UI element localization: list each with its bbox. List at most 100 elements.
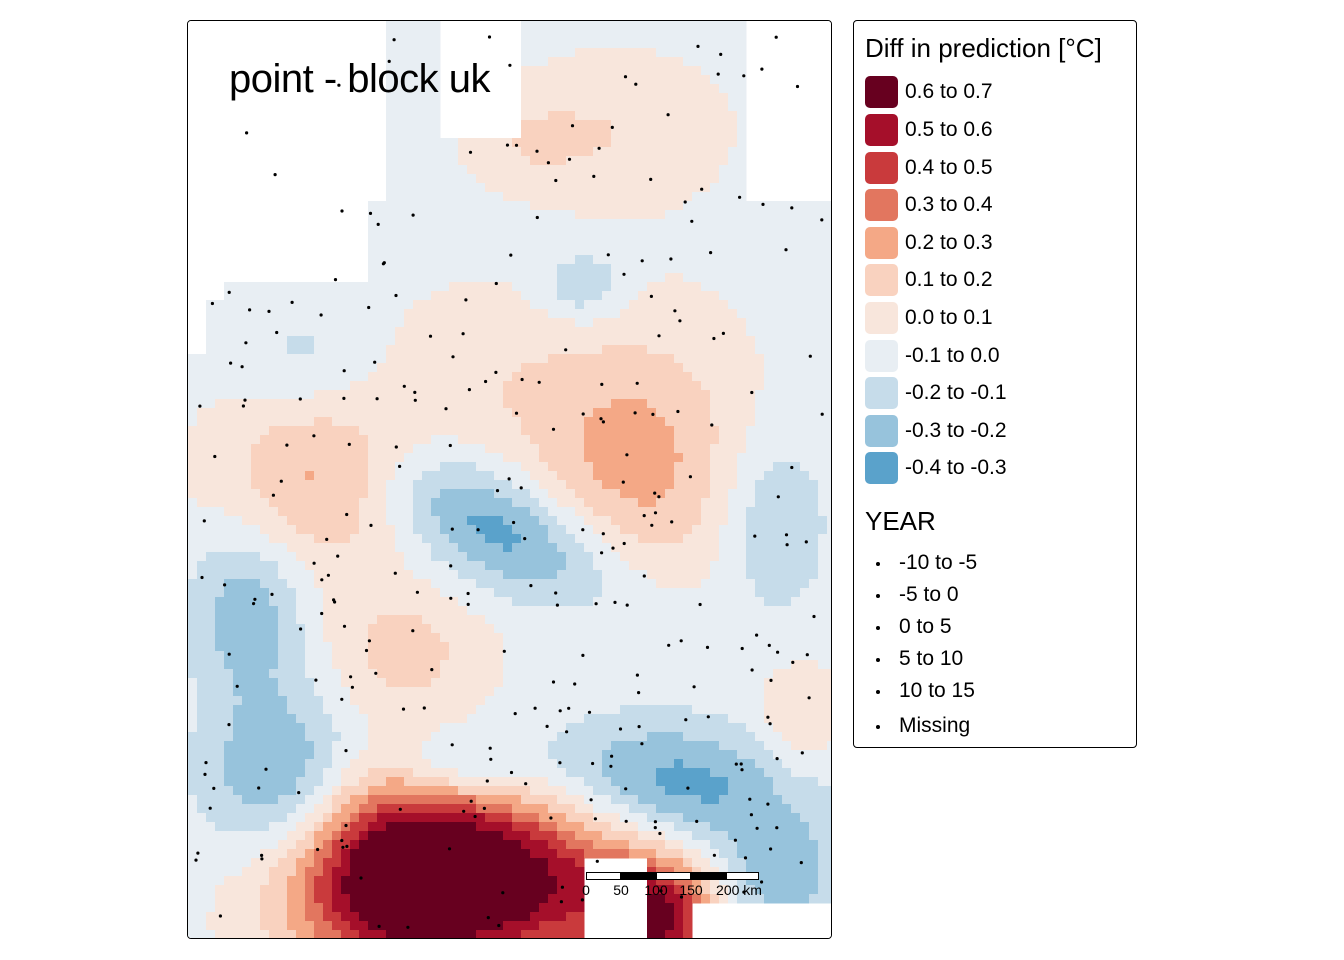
raster-cell [224,759,234,769]
raster-cell [629,246,639,256]
raster-cell [800,300,810,310]
raster-cell [737,381,747,391]
raster-cell [458,705,468,715]
raster-cell [818,399,828,409]
raster-cell [467,723,477,733]
raster-cell [350,426,360,436]
raster-cell [611,282,621,292]
raster-cell [809,516,819,526]
raster-cell [557,372,567,382]
raster-cell [530,228,540,238]
raster-cell [440,408,450,418]
raster-cell [539,174,549,184]
raster-cell [485,507,495,517]
raster-cell [260,624,270,634]
raster-cell [404,138,414,148]
raster-cell [413,228,423,238]
raster-cell [710,372,720,382]
raster-cell [449,399,459,409]
raster-cell [611,246,621,256]
raster-cell [791,201,801,211]
raster-cell [746,516,756,526]
raster-cell [710,210,720,220]
raster-cell [449,264,459,274]
raster-cell [647,489,657,499]
raster-cell [359,498,369,508]
raster-cell [665,750,675,760]
raster-cell [386,435,396,445]
raster-cell [404,309,414,319]
raster-cell [557,714,567,724]
raster-cell [773,318,783,328]
raster-cell [665,327,675,337]
raster-cell [413,570,423,580]
raster-cell [764,624,774,634]
raster-cell [494,147,504,157]
raster-cell [584,759,594,769]
raster-cell [530,84,540,94]
raster-cell [773,696,783,706]
raster-cell [701,723,711,733]
raster-cell [692,57,702,67]
raster-cell [431,48,441,58]
raster-cell [557,723,567,733]
raster-cell [404,228,414,238]
raster-cell [422,633,432,643]
raster-cell [404,327,414,337]
raster-cell [359,588,369,598]
raster-cell [449,300,459,310]
raster-cell [413,21,423,31]
raster-cell [368,435,378,445]
raster-cell [323,471,333,481]
raster-cell [575,525,585,535]
raster-cell [710,111,720,121]
raster-cell [476,219,486,229]
raster-cell [701,543,711,553]
raster-cell [710,84,720,94]
raster-cell [422,57,432,67]
raster-cell [647,237,657,247]
raster-cell [233,705,243,715]
raster-cell [728,525,738,535]
raster-cell [674,597,684,607]
raster-cell [575,615,585,625]
raster-cell [467,345,477,355]
raster-cell [332,489,342,499]
raster-cell [701,435,711,445]
raster-cell [314,534,324,544]
raster-cell [593,201,603,211]
raster-cell [512,633,522,643]
raster-cell [764,282,774,292]
raster-cell [647,57,657,67]
raster-cell [521,597,531,607]
raster-cell [818,264,828,274]
raster-cell [710,462,720,472]
raster-cell [503,624,513,634]
raster-cell [323,669,333,679]
raster-cell [683,318,693,328]
raster-cell [683,210,693,220]
raster-cell [404,462,414,472]
raster-cell [647,498,657,508]
raster-cell [305,327,315,337]
raster-cell [719,498,729,508]
raster-cell [692,507,702,517]
raster-cell [206,642,216,652]
raster-cell [683,525,693,535]
raster-cell [458,192,468,202]
raster-cell [422,741,432,751]
raster-cell [620,255,630,265]
raster-cell [314,300,324,310]
raster-cell [431,426,441,436]
raster-cell [404,390,414,400]
raster-cell [566,300,576,310]
raster-cell [422,174,432,184]
raster-cell [431,39,441,49]
raster-cell [233,462,243,472]
raster-cell [395,30,405,40]
raster-cell [323,363,333,373]
raster-cell [521,417,531,427]
raster-cell [611,399,621,409]
raster-cell [368,291,378,301]
raster-cell [818,750,828,760]
